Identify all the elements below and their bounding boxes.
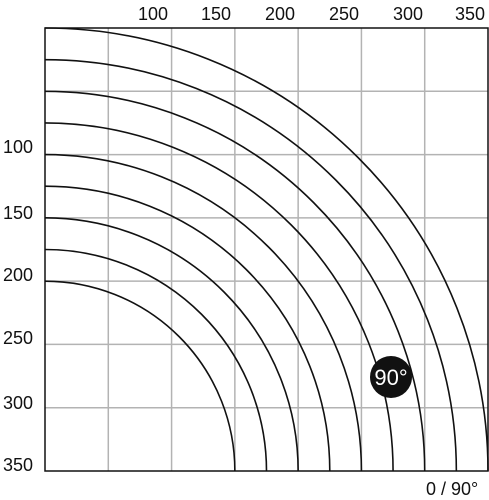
angle-badge: [370, 356, 412, 398]
radius-arc-275: [44, 122, 394, 472]
radius-arc-150: [44, 280, 236, 472]
radius-arc-250: [44, 153, 363, 472]
angle-badge-label: 90°: [374, 365, 407, 390]
top-tick-150: 150: [201, 4, 231, 24]
top-tick-300: 300: [393, 4, 423, 24]
left-tick-100: 100: [3, 137, 33, 157]
top-tick-350: 350: [455, 4, 485, 24]
radius-arc-175: [44, 248, 268, 472]
top-tick-200: 200: [265, 4, 295, 24]
left-tick-150: 150: [3, 203, 33, 223]
radius-arc-300: [44, 90, 426, 472]
left-tick-250: 250: [3, 328, 33, 348]
radius-arc-350: [44, 27, 489, 472]
radius-arc-225: [44, 185, 331, 472]
grid-lines: [45, 28, 488, 471]
left-tick-200: 200: [3, 265, 33, 285]
left-tick-350: 350: [3, 455, 33, 475]
radius-arcs: [44, 27, 489, 472]
top-tick-100: 100: [138, 4, 168, 24]
top-tick-250: 250: [329, 4, 359, 24]
plot-frame: [44, 27, 489, 472]
left-tick-300: 300: [3, 393, 33, 413]
radius-arc-325: [44, 58, 458, 472]
corner-angle-label: 0 / 90°: [426, 479, 478, 499]
radius-arc-200: [44, 217, 299, 472]
